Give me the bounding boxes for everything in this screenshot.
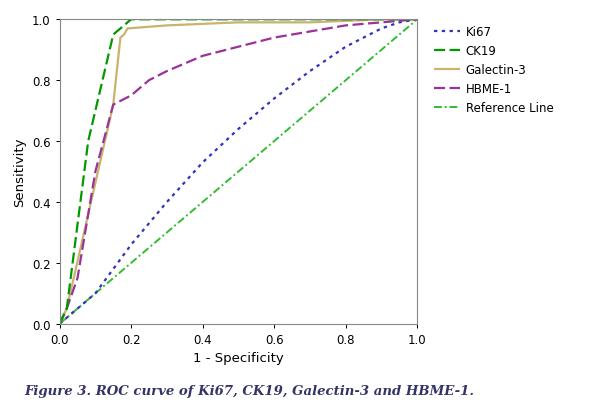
CK19: [128, 18, 135, 23]
HBME-1: [342, 24, 349, 29]
Legend: Ki67, CK19, Galectin-3, HBME-1, Reference Line: Ki67, CK19, Galectin-3, HBME-1, Referenc…: [434, 26, 554, 115]
Ki67: [163, 200, 170, 205]
Ki67: [128, 243, 135, 247]
CK19: [235, 18, 242, 23]
Ki67: [63, 315, 70, 320]
Ki67: [74, 306, 81, 311]
CK19: [85, 139, 92, 144]
CK19: [414, 18, 421, 23]
Galectin-3: [117, 36, 124, 41]
HBME-1: [56, 322, 63, 326]
Ki67: [396, 21, 403, 26]
X-axis label: 1 - Specificity: 1 - Specificity: [193, 352, 284, 365]
Galectin-3: [163, 24, 170, 29]
HBME-1: [235, 45, 242, 50]
CK19: [110, 33, 117, 38]
HBME-1: [63, 306, 70, 311]
Galectin-3: [120, 33, 128, 38]
CK19: [342, 18, 349, 23]
Galectin-3: [110, 103, 117, 108]
Ki67: [92, 291, 99, 296]
Line: CK19: CK19: [60, 20, 417, 324]
HBME-1: [128, 94, 135, 99]
HBME-1: [414, 18, 421, 23]
Ki67: [414, 18, 421, 23]
CK19: [63, 306, 70, 311]
Ki67: [306, 70, 313, 75]
Ki67: [235, 127, 242, 132]
Galectin-3: [235, 21, 242, 26]
CK19: [145, 18, 153, 23]
Galectin-3: [63, 306, 70, 311]
CK19: [199, 18, 206, 23]
HBME-1: [378, 21, 385, 26]
Galectin-3: [414, 18, 421, 23]
Y-axis label: Sensitivity: Sensitivity: [13, 137, 26, 207]
CK19: [306, 18, 313, 23]
HBME-1: [271, 36, 278, 41]
HBME-1: [145, 79, 153, 83]
Galectin-3: [124, 27, 131, 32]
CK19: [396, 18, 403, 23]
Ki67: [56, 322, 63, 326]
Ki67: [342, 45, 349, 50]
Line: Ki67: Ki67: [60, 20, 417, 324]
HBME-1: [74, 276, 81, 281]
CK19: [163, 18, 170, 23]
HBME-1: [163, 70, 170, 75]
Line: HBME-1: HBME-1: [60, 20, 417, 324]
Ki67: [199, 160, 206, 165]
HBME-1: [306, 30, 313, 35]
CK19: [56, 322, 63, 326]
HBME-1: [110, 103, 117, 108]
Galectin-3: [56, 322, 63, 326]
Galectin-3: [306, 21, 313, 26]
Ki67: [378, 27, 385, 32]
CK19: [378, 18, 385, 23]
HBME-1: [199, 54, 206, 59]
Text: Figure 3. ROC curve of Ki67, CK19, Galectin-3 and HBME-1.: Figure 3. ROC curve of Ki67, CK19, Galec…: [24, 384, 474, 397]
CK19: [271, 18, 278, 23]
Ki67: [271, 97, 278, 102]
HBME-1: [92, 170, 99, 175]
Galectin-3: [378, 18, 385, 23]
Line: Galectin-3: Galectin-3: [60, 20, 417, 324]
Ki67: [110, 267, 117, 272]
